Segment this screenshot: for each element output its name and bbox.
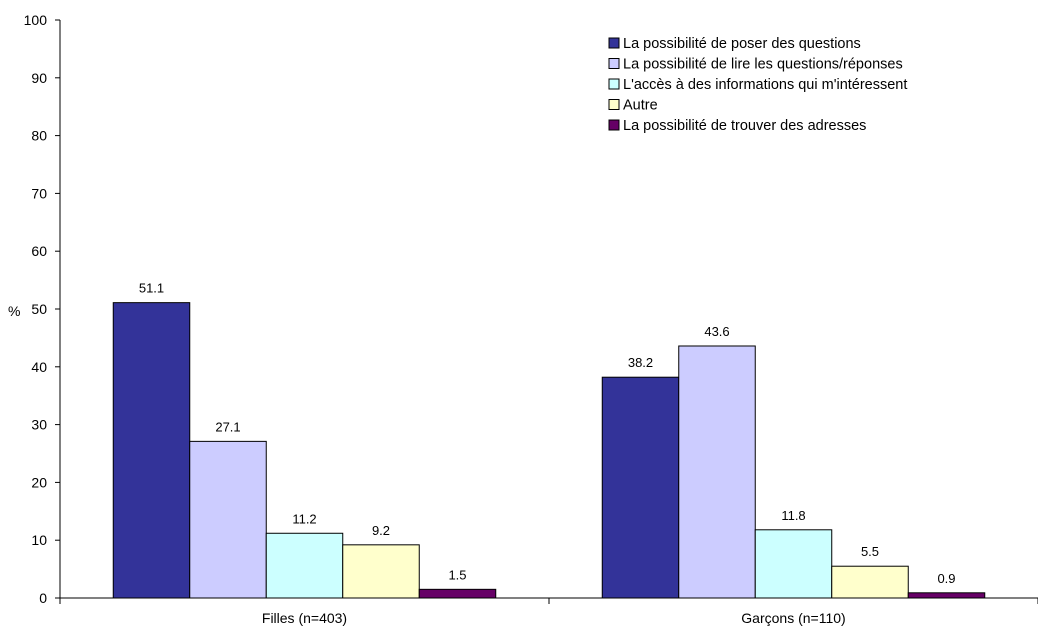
- legend: La possibilité de poser des questions La …: [608, 36, 907, 134]
- legend-label: La possibilité de lire les questions/rép…: [623, 57, 903, 73]
- y-tick-label: 30: [31, 417, 47, 433]
- data-label: 11.8: [781, 508, 805, 523]
- y-tick-label: 90: [31, 70, 47, 86]
- data-label: 11.2: [292, 511, 316, 526]
- bars: [112, 302, 986, 599]
- y-axis-ticks: 0 10 20 30 40 50 60 70 80 90 100: [24, 12, 60, 606]
- x-axis-ticks: Filles (n=403) Garçons (n=110): [59, 598, 1038, 626]
- data-label: 9.2: [372, 523, 390, 538]
- y-tick-label: 70: [31, 185, 47, 201]
- bar: [342, 544, 420, 599]
- y-tick-label: 0: [39, 590, 47, 606]
- legend-label: L'accès à des informations qui m'intéres…: [623, 77, 907, 93]
- bar: [265, 532, 344, 599]
- y-tick-label: 80: [31, 128, 47, 144]
- bar: [754, 529, 833, 599]
- legend-swatch: [608, 58, 620, 69]
- y-tick-label: 50: [31, 301, 47, 317]
- bar: [112, 302, 191, 599]
- bar: [418, 588, 497, 599]
- data-label: 0.9: [937, 571, 955, 586]
- legend-swatch: [608, 37, 620, 49]
- bar: [678, 345, 756, 599]
- y-tick-label: 60: [31, 243, 47, 259]
- y-axis-title: %: [8, 303, 20, 319]
- bar: [189, 440, 267, 599]
- data-label: 1.5: [448, 567, 466, 582]
- y-tick-label: 100: [24, 12, 48, 28]
- data-label: 5.5: [861, 544, 879, 559]
- x-category-label: Garçons (n=110): [741, 610, 845, 626]
- legend-swatch: [608, 99, 620, 110]
- data-label: 51.1: [139, 281, 164, 296]
- data-labels: 51.1 27.1 11.2 9.2 1.5 38.2 43.6 11.8 5.5 0.9: [139, 281, 956, 586]
- legend-label: Autre: [623, 98, 658, 114]
- legend-label: La possibilité de poser des questions: [623, 36, 861, 52]
- data-label: 43.6: [704, 324, 729, 339]
- data-label: 38.2: [628, 355, 653, 370]
- bar: [601, 376, 680, 599]
- x-category-label: Filles (n=403): [262, 610, 347, 626]
- legend-label: La possibilité de trouver des adresses: [623, 118, 866, 134]
- y-tick-label: 20: [31, 474, 47, 490]
- data-label: 27.1: [215, 419, 240, 434]
- legend-swatch: [608, 119, 620, 131]
- y-tick-label: 40: [31, 359, 47, 375]
- legend-swatch: [608, 78, 620, 90]
- y-tick-label: 10: [31, 532, 47, 548]
- bar: [907, 592, 986, 599]
- bar: [831, 565, 909, 599]
